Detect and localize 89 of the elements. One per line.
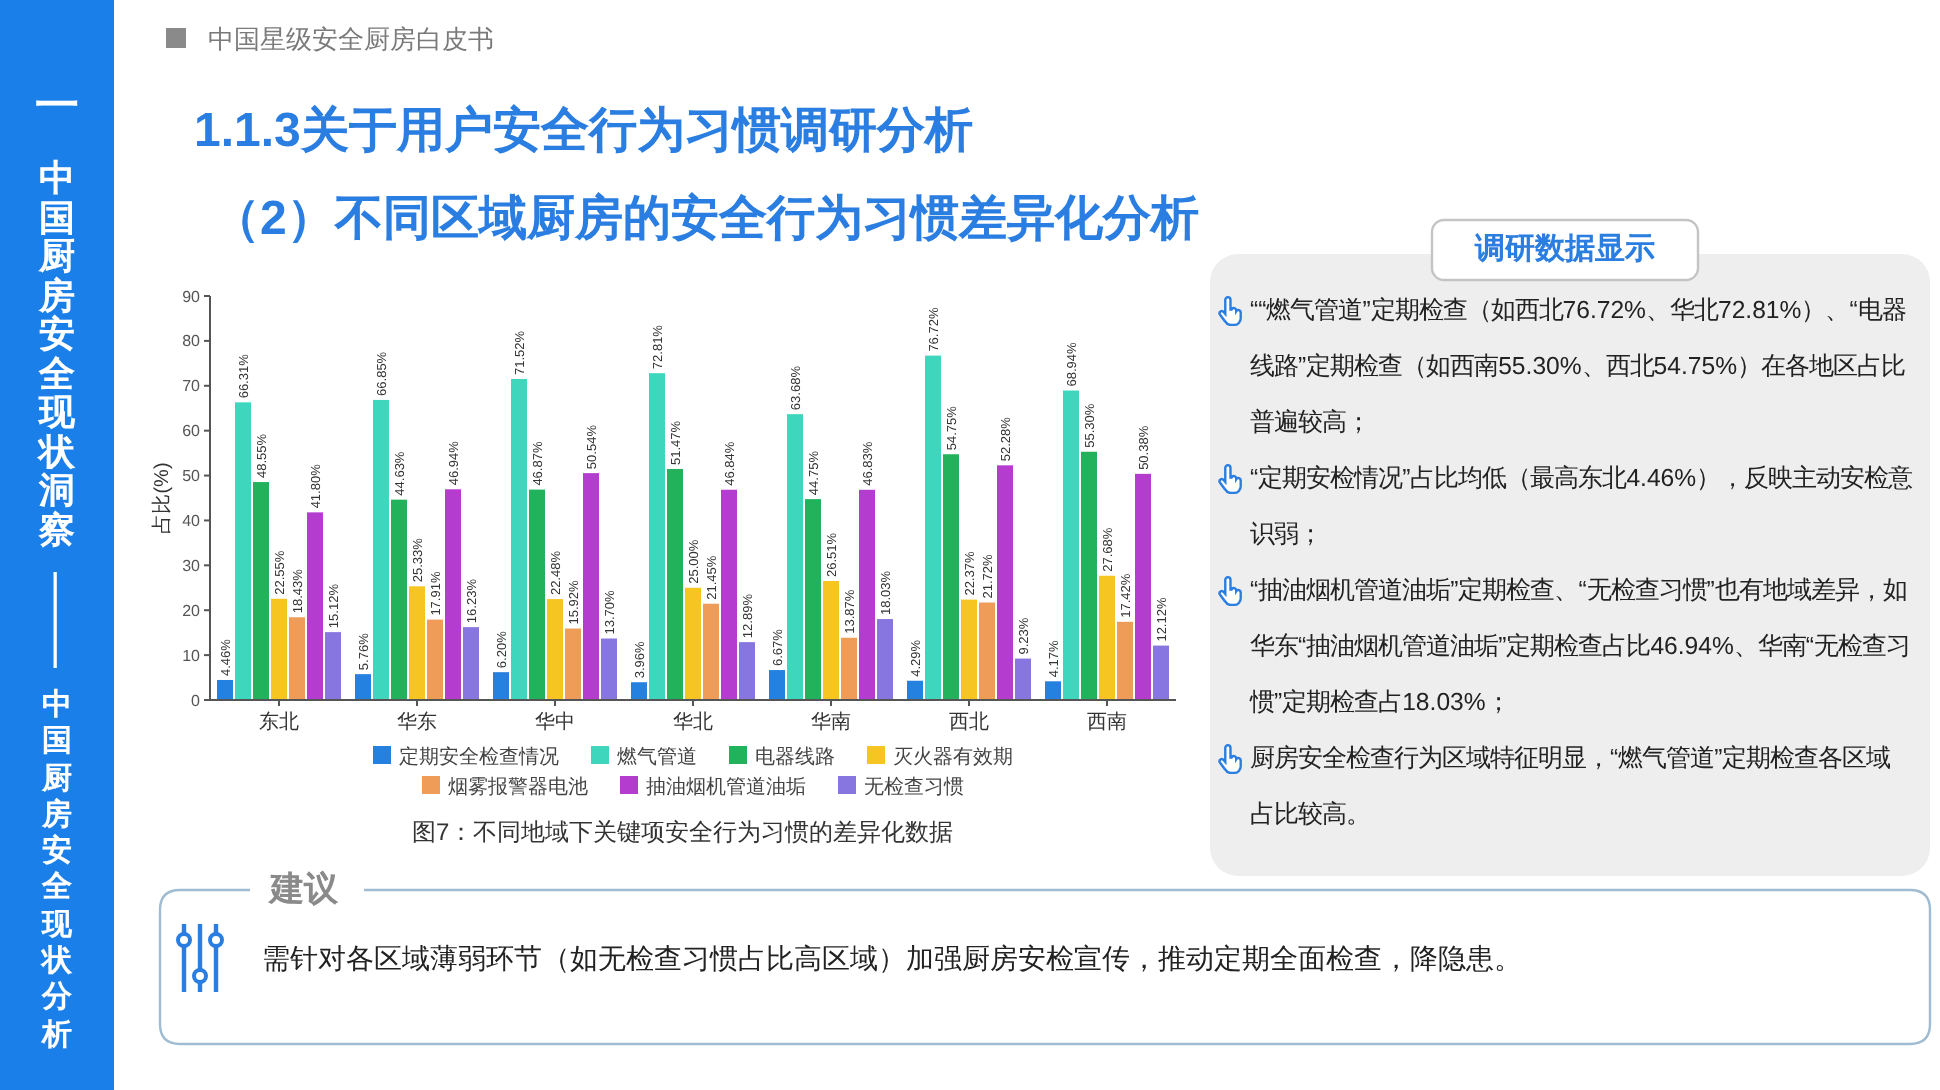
bar xyxy=(583,473,599,700)
bar xyxy=(1135,473,1151,700)
bar xyxy=(805,499,821,700)
bar xyxy=(787,414,803,700)
bar xyxy=(979,602,995,700)
bar xyxy=(271,598,287,700)
caption: 图7：不同地域下关键项安全行为习惯的差异化数据 xyxy=(412,816,954,850)
x-tick-label: 东北 xyxy=(259,710,299,734)
bar xyxy=(529,489,545,700)
bar xyxy=(391,499,407,700)
chart-subtitle: （2）不同区域厨房的安全行为习惯差异化分析 xyxy=(212,190,1199,250)
bar xyxy=(907,680,923,700)
y-tick-label: 20 xyxy=(182,601,202,620)
bar xyxy=(823,581,839,700)
legend-label: 电器线路 xyxy=(755,745,835,769)
bar xyxy=(961,599,977,700)
legend-label: 定期安全检查情况 xyxy=(399,745,559,769)
y-tick-label: 30 xyxy=(182,556,202,575)
bar xyxy=(511,378,527,700)
bar xyxy=(1153,645,1169,700)
bar xyxy=(1081,451,1097,700)
x-tick-label: 华东 xyxy=(397,710,437,734)
y-tick-label: 0 xyxy=(191,691,202,710)
text: “定期安检情况”占比均低（最高东北4.46%），反映主动安检意识弱； xyxy=(1250,464,1913,548)
bar xyxy=(859,489,875,700)
x-tick-label: 西北 xyxy=(949,710,989,734)
chart-title: 1.1.3关于用户安全行为习惯调研分析 xyxy=(194,102,973,162)
legend-label: 灭火器有效期 xyxy=(893,745,1013,769)
bar xyxy=(463,627,479,700)
bar xyxy=(649,373,665,700)
text: 建议 xyxy=(270,868,338,912)
bar xyxy=(493,672,509,700)
bar xyxy=(427,619,443,700)
text: 中国星级安全厨房白皮书 xyxy=(208,22,494,58)
bar xyxy=(877,619,893,700)
y-tick-label: 90 xyxy=(182,287,202,306)
text: 一 xyxy=(33,78,81,134)
text: 中国厨房安全现状分析 xyxy=(42,688,72,1052)
bar xyxy=(601,638,617,700)
bar xyxy=(997,465,1013,700)
bar xyxy=(841,637,857,700)
y-tick-label: 70 xyxy=(182,377,202,396)
text: “抽油烟机管道油垢”定期检查、“无检查习惯”也有地域差异，如华东“抽油烟机管道油垢”定期检查占比46.94%、华南“无检查习惯”定期检查占18.03%； xyxy=(1250,576,1910,716)
x-tick-label: 西南 xyxy=(1087,710,1127,734)
bar xyxy=(325,632,341,700)
legend-label: 无检查习惯 xyxy=(864,775,964,799)
text: 需针对各区域薄弱环节（如无检查习惯占比高区域）加强厨房安检宣传，推动定期全面检查，降隐患。 xyxy=(262,940,1522,978)
text: 厨房安全检查行为区域特征明显，“燃气管道”定期检查各区域占比较高。 xyxy=(1250,744,1891,828)
bar xyxy=(739,642,755,700)
x-tick-label: 华北 xyxy=(673,710,713,734)
bar xyxy=(289,617,305,700)
bar xyxy=(355,674,371,700)
bar xyxy=(685,587,701,700)
bar xyxy=(1063,390,1079,700)
bar xyxy=(373,399,389,700)
y-tick-label: 50 xyxy=(182,467,202,486)
text: —— xyxy=(31,570,85,672)
legend-label: 抽油烟机管道油垢 xyxy=(646,775,806,799)
y-tick-label: 80 xyxy=(182,332,202,351)
x-tick-label: 华南 xyxy=(811,710,851,734)
x-tick-label: 华中 xyxy=(535,710,575,734)
text: 调研数据显示 xyxy=(1432,220,1698,280)
bar xyxy=(1045,681,1061,700)
bar xyxy=(217,679,233,700)
bar xyxy=(943,454,959,700)
bar xyxy=(235,402,251,700)
bar xyxy=(253,482,269,700)
text: ““燃气管道”定期检查（如西北76.72%、华北72.81%）、“电器线路”定期检查（如西南55.30%、西北54.75%）在各地区占比普遍较高； xyxy=(1250,296,1906,436)
bar xyxy=(721,489,737,700)
legend-label: 燃气管道 xyxy=(617,745,697,769)
legend-label: 烟雾报警器电池 xyxy=(448,775,588,799)
y-tick-label: 60 xyxy=(182,422,202,441)
bar xyxy=(307,512,323,700)
y-tick-label: 10 xyxy=(182,646,202,665)
bar xyxy=(409,586,425,700)
bar xyxy=(925,355,941,700)
bar xyxy=(1099,575,1115,700)
text: 中国厨房安全现状洞察 xyxy=(38,158,75,549)
bar xyxy=(703,603,719,700)
y-tick-label: 40 xyxy=(182,512,202,531)
bar xyxy=(565,628,581,700)
bar xyxy=(1015,658,1031,700)
bar xyxy=(667,468,683,700)
bar xyxy=(547,599,563,700)
bar xyxy=(445,489,461,700)
y-axis-title: 占比(%) xyxy=(150,462,174,534)
bar xyxy=(1117,621,1133,700)
bar xyxy=(631,682,647,700)
bar xyxy=(769,670,785,700)
